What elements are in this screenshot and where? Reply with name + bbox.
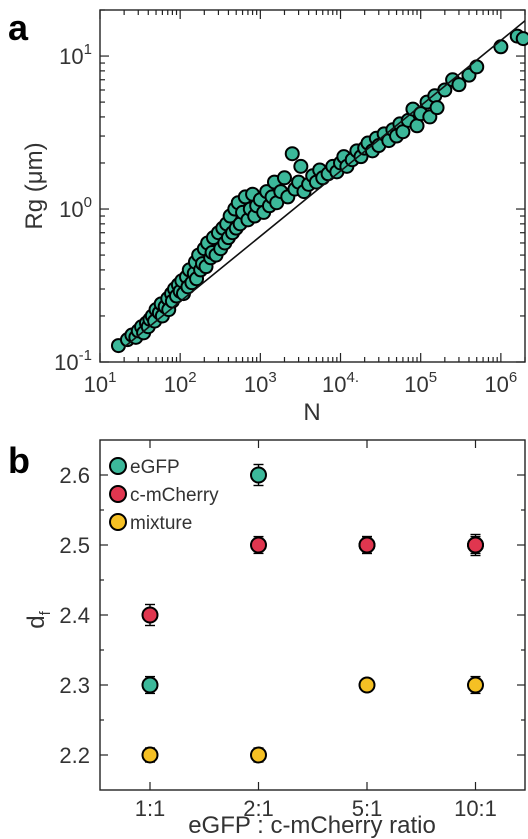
panel-b-ticks: [100, 440, 525, 790]
panel-b-y-tick-label: 2.5: [59, 533, 90, 558]
legend-marker: [109, 513, 127, 531]
panel-a-ticks: [99, 9, 526, 363]
marker: [358, 536, 376, 554]
panel-a-y-tick-label: 10-1: [54, 347, 92, 375]
panel-b-data-point-mixture: [358, 676, 376, 694]
legend-label: mixture: [130, 513, 192, 534]
legend-label: eGFP: [130, 457, 180, 478]
panel-b-x-tick-label: 5:1: [352, 796, 383, 821]
legend-marker: [109, 457, 127, 475]
marker: [141, 746, 159, 764]
panel-b-data-point-mixture: [250, 746, 267, 764]
marker: [141, 676, 159, 694]
panel-a-x-tick-label: 101: [84, 369, 117, 397]
panel-b-letter: b: [8, 440, 30, 481]
panel-a-data-point: [469, 59, 485, 75]
panel-b-data-point-mixture: [141, 746, 159, 764]
panel-a-data-point: [284, 146, 300, 162]
panel-a-data-point: [409, 118, 425, 134]
panel-b-x-tick-label: 2:1: [243, 796, 274, 821]
panel-b-x-axis-label: eGFP : c-mCherry ratio: [188, 812, 436, 839]
panel-a-plot-frame: [99, 9, 526, 363]
panel-b-data-point-c-mcherry: [467, 533, 484, 557]
marker: [467, 676, 484, 694]
panel-a-y-tick-label: 101: [59, 41, 92, 69]
panel-a-x-tick-label: 102: [164, 369, 197, 397]
panel-a-data-point: [493, 39, 509, 55]
panel-b-data-point-c-mcherry: [250, 535, 267, 555]
panel-b-legend: eGFP c-mCherry mixture: [109, 457, 219, 534]
panel-b-x-tick-label: 1:1: [135, 796, 166, 821]
panel-b-y-tick-labels: 2.2 2.3 2.4 2.5 2.6: [59, 463, 90, 768]
panel-a-data-point: [293, 158, 309, 174]
panel-a-y-tick-label: 100: [59, 194, 92, 222]
panel-b-data-point-mixture: [467, 675, 484, 695]
panel-b-points: [141, 463, 484, 764]
panel-a-x-tick-labels: 101 102 103 104. 105 106: [84, 369, 518, 397]
panel-a-x-tick-label: 106: [484, 369, 517, 397]
legend-label: c-mCherry: [130, 485, 219, 506]
panel-b-data-point-c-mcherry: [141, 603, 159, 627]
panel-a-scatter-plot: 101 102 103 104. 105 106 10-1 100 101 N Rg (μm): [21, 9, 528, 426]
panel-a-y-axis-label: Rg (μm): [21, 142, 48, 229]
marker: [141, 606, 159, 624]
panel-b-data-point-egfp: [141, 675, 159, 695]
marker: [467, 536, 484, 554]
panel-b-y-tick-label: 2.6: [59, 463, 90, 488]
marker: [250, 536, 267, 554]
panel-b-y-tick-label: 2.4: [59, 603, 90, 628]
panel-a-y-tick-labels: 10-1 100 101: [54, 41, 92, 375]
panel-a-data-point: [451, 77, 467, 93]
marker: [250, 466, 267, 484]
panel-b-y-axis-label: df: [23, 610, 54, 628]
legend-marker: [109, 485, 127, 503]
panel-b-x-tick-label: 10:1: [454, 796, 497, 821]
panel-a-fit-line: [123, 20, 526, 348]
panel-a-data-point: [515, 31, 528, 47]
panel-a-data-point: [429, 100, 445, 116]
panel-b-scatter-plot: 1:1 2:1 5:1 10:1 2.2 2.3 2.4 2.5 2.6 eGFP c-mChe…: [23, 439, 526, 839]
panel-a-x-tick-label: 104.: [322, 369, 359, 397]
marker: [358, 676, 376, 694]
panel-b-x-tick-labels: 1:1 2:1 5:1 10:1: [135, 796, 497, 821]
panel-b-y-tick-label: 2.3: [59, 673, 90, 698]
panel-b-data-point-c-mcherry: [358, 535, 376, 555]
panel-a-x-axis-label: N: [303, 399, 320, 426]
panel-a-letter: a: [8, 7, 29, 48]
panel-a-x-tick-label: 105: [404, 369, 437, 397]
panel-a-x-tick-label: 103: [244, 369, 277, 397]
panel-a-data-point: [437, 82, 453, 98]
panel-a-data-point: [276, 170, 292, 186]
marker: [250, 746, 267, 764]
panel-a-points: [110, 28, 528, 354]
panel-b-data-point-egfp: [250, 463, 267, 487]
panel-b-y-tick-label: 2.2: [59, 743, 90, 768]
